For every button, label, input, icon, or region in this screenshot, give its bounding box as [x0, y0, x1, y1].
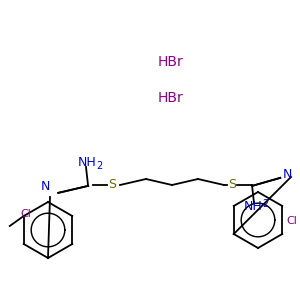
Text: NH: NH	[244, 200, 263, 214]
Text: N: N	[283, 169, 292, 182]
Text: NH: NH	[78, 155, 97, 169]
Text: Cl: Cl	[21, 209, 32, 219]
Text: N: N	[40, 179, 50, 193]
Text: HBr: HBr	[158, 91, 184, 105]
Text: 2: 2	[96, 161, 102, 171]
Text: S: S	[228, 178, 236, 191]
Text: 2: 2	[262, 199, 268, 209]
Text: Cl: Cl	[287, 216, 298, 226]
Text: S: S	[108, 178, 116, 191]
Text: HBr: HBr	[158, 55, 184, 69]
